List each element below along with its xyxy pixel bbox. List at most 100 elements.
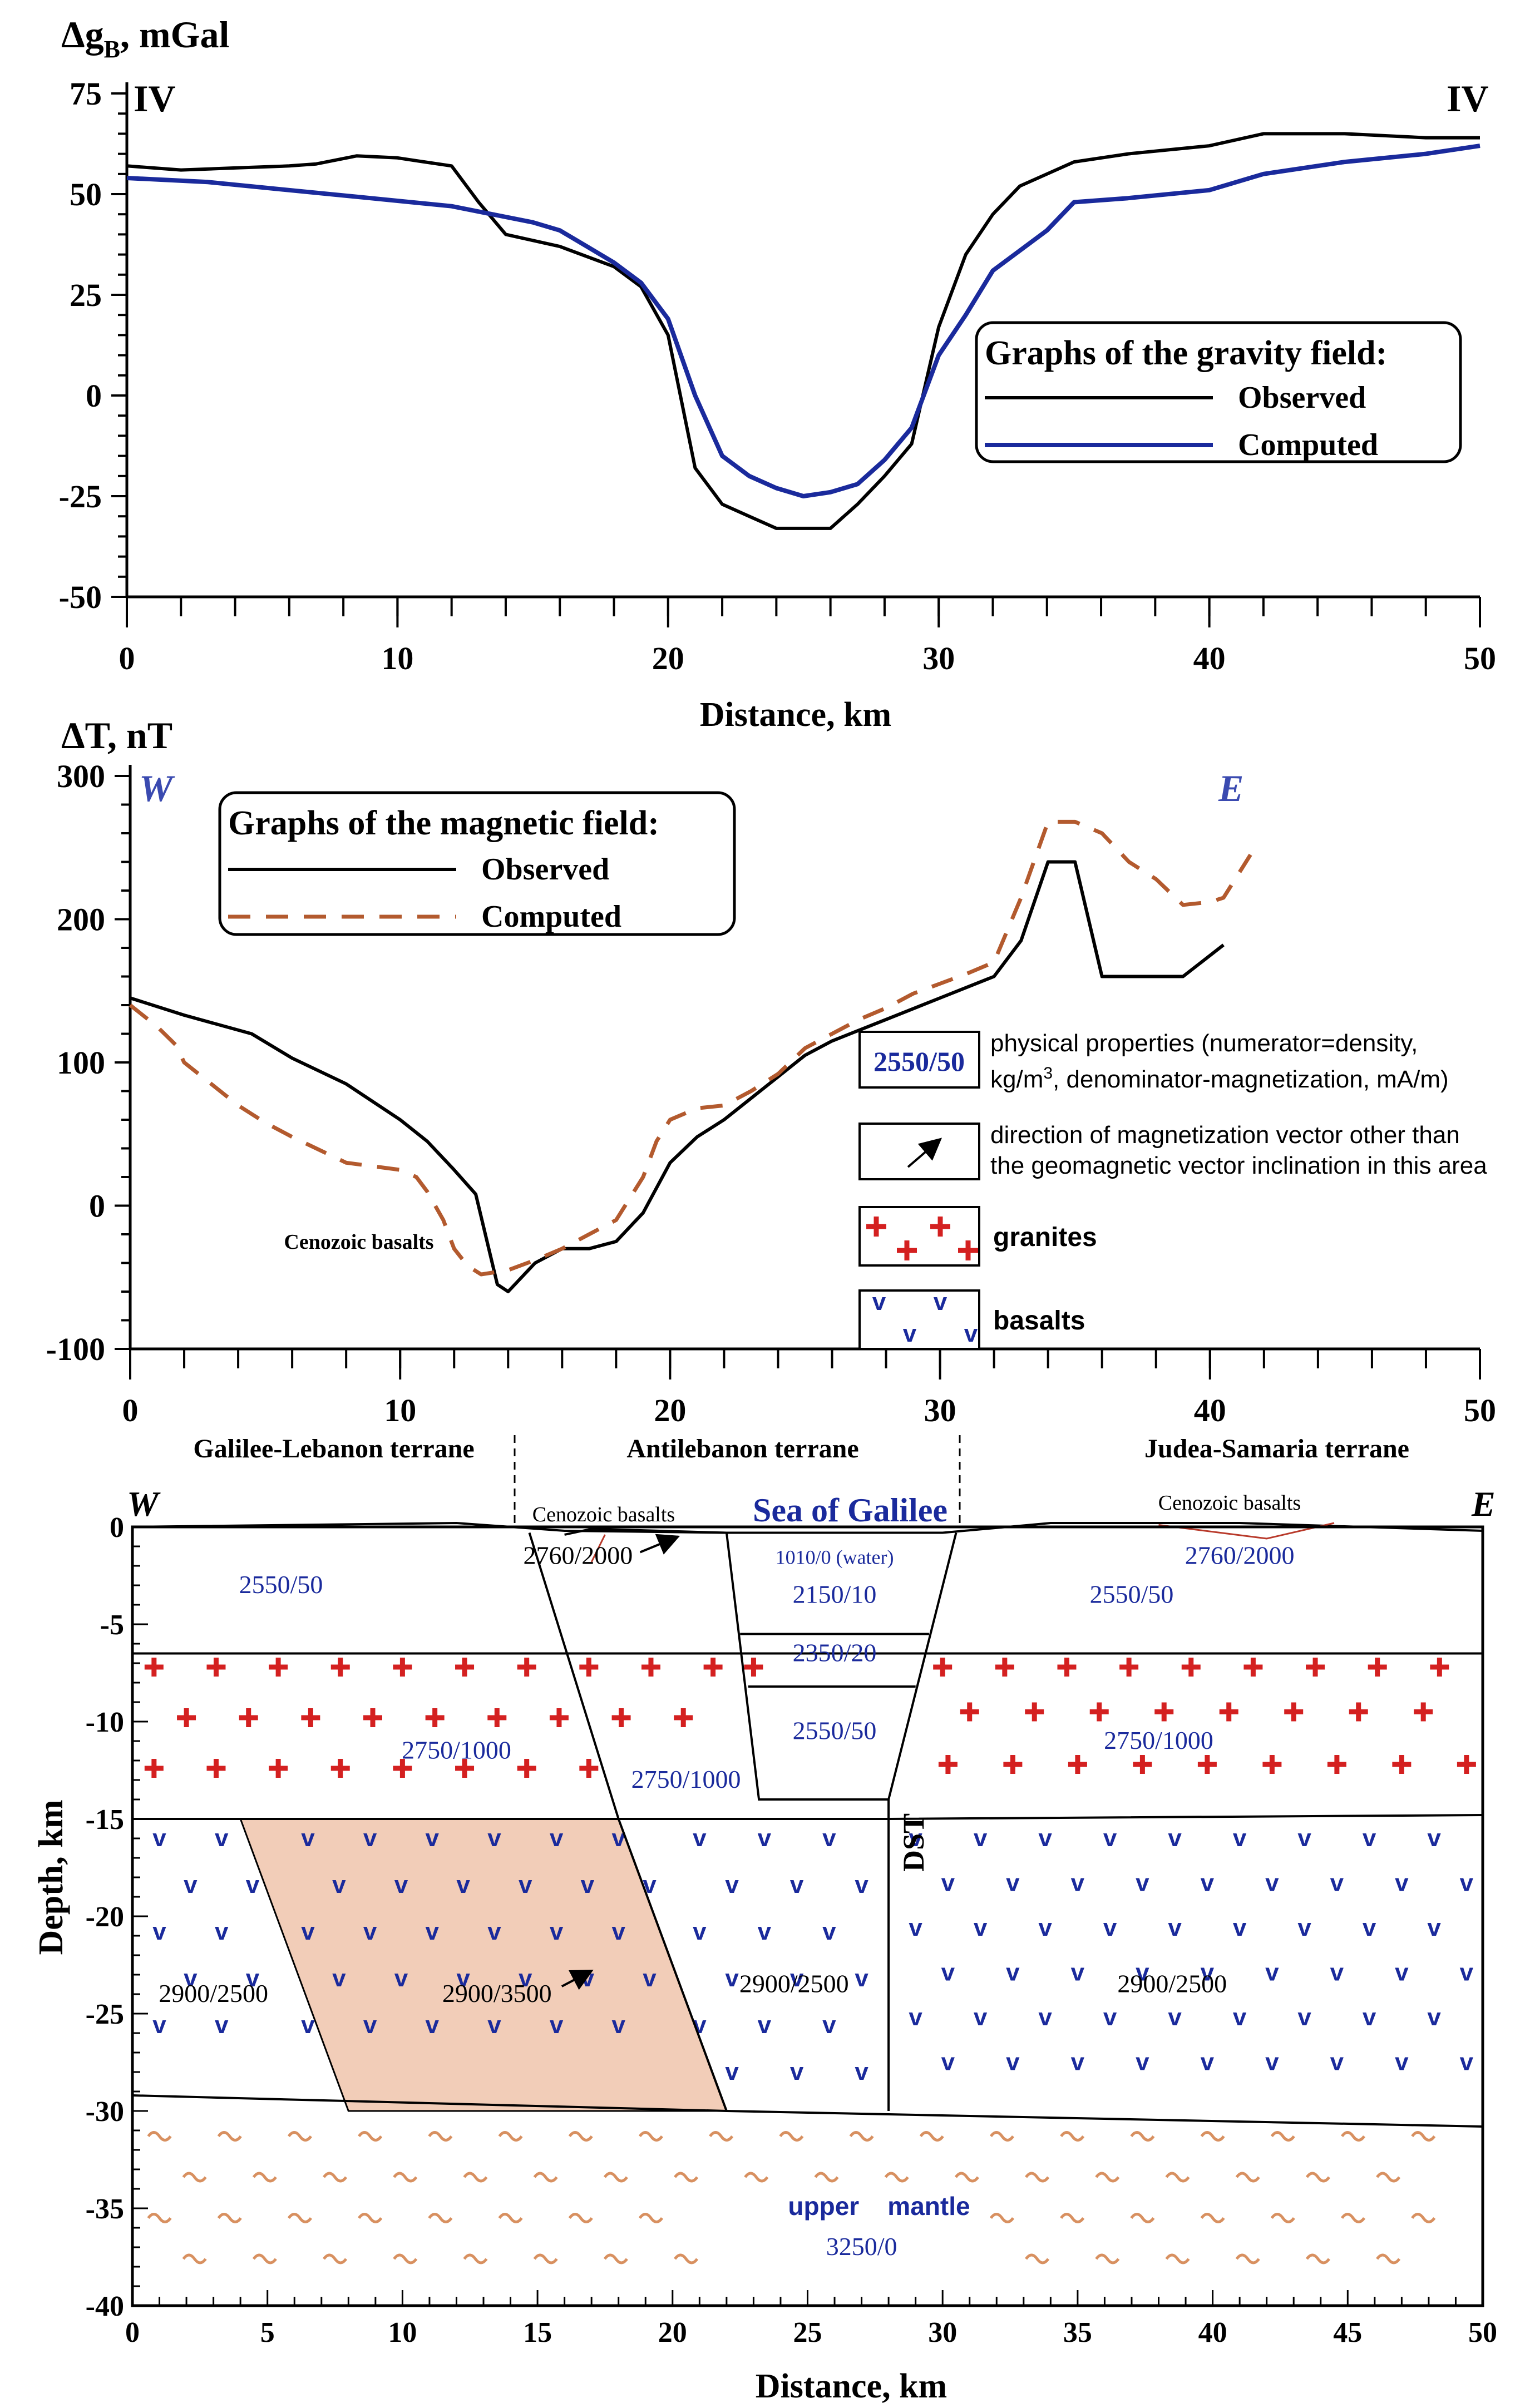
section-y-tick-label: -25: [86, 1999, 124, 2030]
basalt-v: v: [693, 1824, 707, 1852]
granite-plus: [960, 1702, 979, 1722]
magnetic-x-tick-label: 40: [1194, 1392, 1226, 1428]
mantle-wave: [498, 2213, 523, 2223]
dst-label: DST: [897, 1813, 930, 1872]
basalt-v: v: [1265, 1959, 1279, 1986]
magnetic-y-tick-label: 200: [57, 902, 105, 938]
legend-granites-text: granites: [993, 1223, 1097, 1252]
mantle-wave: [638, 2213, 664, 2223]
gravity-axes: 75 50 25 0 -25 -50 0 10 20 30 40 50: [59, 76, 1496, 676]
magnetic-x-tick-label: 30: [924, 1392, 956, 1428]
basalt-v: v: [758, 1918, 772, 1945]
magnetic-corner-right: E: [1218, 767, 1243, 809]
mantle-wave: [428, 2131, 453, 2142]
mantle-wave: [814, 2172, 839, 2183]
section-y-tick-label: -40: [86, 2291, 124, 2322]
legend-granite-plus: [958, 1240, 978, 1260]
granite-plus: [301, 1708, 320, 1727]
mantle-wave: [744, 2172, 769, 2183]
basalt-v: v: [974, 1824, 988, 1852]
basalt-v: v: [581, 1965, 595, 1992]
mantle-wave: [674, 2172, 699, 2183]
basalt-v: v: [1427, 1914, 1441, 1941]
granite-plus: [1181, 1658, 1201, 1677]
section-x-tick-label: 35: [1063, 2317, 1092, 2348]
mantle-wave: [1270, 2213, 1295, 2223]
gravity-x-tick-label: 50: [1464, 640, 1496, 676]
granite-plus: [1025, 1702, 1044, 1722]
basalt-v: v: [1460, 2049, 1474, 2076]
granite-plus: [206, 1658, 226, 1677]
mantle-wave: [1095, 2253, 1120, 2264]
basalt-v: v: [1395, 1959, 1409, 1986]
basalt-v: v: [1038, 1914, 1052, 1941]
basalt-v: v: [1363, 1824, 1376, 1852]
basalt-v: v: [643, 1871, 657, 1898]
basalt-v: v: [1297, 2004, 1311, 2031]
basalt-v: v: [301, 1918, 315, 1945]
mantle-wave: [709, 2131, 734, 2142]
mantle-wave: [989, 2213, 1015, 2223]
granite-plus: [1414, 1702, 1433, 1722]
section-x-tick-label: 45: [1333, 2317, 1362, 2348]
granite-plus: [1089, 1702, 1109, 1722]
basalt-v: v: [1168, 1914, 1182, 1941]
basalt-v: v: [426, 1918, 440, 1945]
basalt-v: v: [363, 1918, 377, 1945]
basalt-v: v: [909, 1824, 922, 1852]
granite-plus: [330, 1759, 350, 1778]
symbol-legend: 2550/50 physical properties (numerator=d…: [858, 1030, 1487, 1350]
granite-plus: [1392, 1755, 1412, 1774]
basalt-v: v: [519, 1871, 532, 1898]
granite-plus: [455, 1759, 475, 1778]
legend-granite-plus: [897, 1240, 917, 1260]
gravity-legend-computed-label: Computed: [1238, 428, 1378, 462]
body-label: 2760/2000: [1185, 1541, 1295, 1570]
section-y-tick-label: 0: [110, 1512, 124, 1544]
moho-boundary: [132, 2094, 1483, 2128]
section-ylabel: Depth, km: [32, 1799, 70, 1955]
granite-plus: [1219, 1702, 1238, 1722]
granite-plus: [517, 1759, 536, 1778]
mantle-wave: [1340, 2213, 1366, 2223]
legend-granite-plus: [930, 1217, 950, 1237]
basalt-v: v: [363, 1824, 377, 1852]
gravity-y-tick-label: 50: [70, 176, 102, 212]
gravity-legend: Graphs of the gravity field: Observed Co…: [975, 321, 1462, 463]
section-x-tick-label: 25: [793, 2317, 822, 2348]
legend-granites-pattern: [866, 1217, 978, 1260]
gravity-y-tick-label: -50: [59, 579, 102, 615]
section-x-tick-label: 30: [928, 2317, 957, 2348]
magnetic-panel: ΔT, nT W E 300 200 100 0 -100 0 10 20 30 40 50 Cen…: [46, 714, 1496, 1428]
magnetic-y-tick-label: 300: [57, 758, 105, 794]
body-label: 1010/0 (water): [776, 1546, 894, 1569]
granite-plus: [1003, 1755, 1023, 1774]
basalt-v: v: [456, 1965, 470, 1992]
basalt-v: v: [246, 1871, 260, 1898]
granite-plus: [938, 1755, 958, 1774]
magnetic-y-tick-label: 100: [57, 1045, 105, 1081]
granite-plus: [487, 1708, 507, 1727]
mantle-wave: [1165, 2172, 1190, 2183]
mantle-wave: [1305, 2172, 1330, 2183]
basalt-v: v: [1427, 1824, 1441, 1852]
sea-of-galilee-label: Sea of Galilee: [753, 1492, 947, 1529]
mantle-wave: [533, 2253, 558, 2264]
legend-basalts-text: basalts: [993, 1306, 1085, 1336]
topographic-surface: [132, 1521, 1483, 1534]
magnetic-axes: 300 200 100 0 -100 0 10 20 30 40 50: [46, 758, 1496, 1428]
basalt-v: v: [1265, 1870, 1279, 1897]
gravity-y-tick-label: -25: [59, 478, 102, 515]
gravity-series: [126, 132, 1480, 530]
section-x-tick-label: 50: [1468, 2317, 1497, 2348]
basalt-v: v: [1265, 2049, 1279, 2076]
basalt-v: v: [550, 2011, 564, 2039]
gravity-legend-title: Graphs of the gravity field:: [985, 334, 1387, 372]
granite-plus: [206, 1759, 226, 1778]
section-y-tick-label: -10: [86, 1707, 124, 1738]
legend-basalts-box: [858, 1289, 980, 1350]
granite-plus: [363, 1708, 383, 1727]
basalt-v: v: [1233, 1914, 1247, 1941]
basalt-v: v: [909, 1914, 922, 1941]
basalt-v: v: [215, 1824, 229, 1852]
